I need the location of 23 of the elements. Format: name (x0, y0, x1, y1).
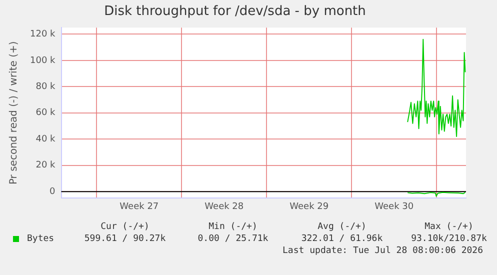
y-axis-title: Pr second read (-) / write (+) (8, 41, 20, 185)
y-tick-label: 40 k (36, 134, 56, 144)
text: Cur (-/+) (100, 222, 150, 232)
text: Max (-/+) (424, 222, 474, 232)
chart-title: Disk throughput for /dev/sda - by month (104, 4, 366, 20)
text: 0.00 / 25.71k (196, 234, 270, 244)
x-tick-label: Week 30 (374, 202, 414, 212)
y-tick-label: 120 k (30, 30, 56, 40)
x-tick-label: Week 29 (290, 202, 329, 212)
text: Avg (-/+) (316, 222, 368, 232)
legend-label: Bytes (27, 234, 54, 244)
x-tick-label: Week 28 (204, 202, 244, 212)
y-tick-label: 100 k (30, 56, 56, 66)
y-tick-label: 0 (50, 186, 56, 197)
y-tick-label: 20 k (36, 160, 56, 171)
text: 93.10k/210.87k (410, 234, 488, 244)
text: 599.61 / 90.27k (83, 234, 167, 244)
y-tick-label: 80 k (36, 82, 56, 92)
x-tick-label: Week 27 (120, 202, 159, 212)
text: Min (-/+) (208, 222, 258, 232)
y-tick-label: 60 k (36, 108, 56, 118)
text: 322.01 / 61.96k (300, 234, 384, 244)
text: Last update: Tue Jul 28 08:00:06 2026 (282, 246, 483, 256)
